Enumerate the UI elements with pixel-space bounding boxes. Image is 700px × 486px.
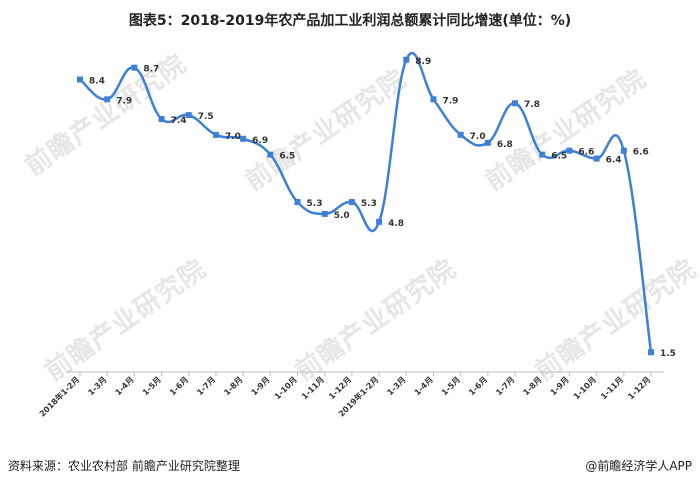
data-label: 8.9 (415, 57, 431, 67)
x-tick-label: 1-4月 (413, 375, 435, 397)
data-label: 7.5 (198, 112, 214, 122)
x-tick-label: 1-6月 (467, 375, 489, 397)
x-tick-label: 1-6月 (168, 375, 190, 397)
data-label: 8.4 (89, 77, 105, 87)
data-label: 4.8 (388, 219, 404, 229)
x-tick-label: 1-9月 (250, 375, 272, 397)
data-label: 7.9 (442, 96, 458, 106)
x-tick-label: 1-5月 (141, 375, 163, 397)
data-point (294, 199, 301, 206)
data-label: 1.5 (660, 349, 676, 359)
chart-title: 图表5：2018-2019年农产品加工业利润总额累计同比增速(单位：%) (128, 13, 572, 29)
x-tick-label: 1-10月 (273, 375, 299, 401)
data-point (403, 56, 410, 63)
data-label: 5.3 (361, 199, 377, 209)
data-label: 7.0 (470, 132, 486, 142)
data-point (77, 76, 83, 83)
x-tick-label: 1-12月 (626, 375, 652, 401)
data-label: 6.5 (551, 152, 567, 162)
data-label: 6.9 (252, 136, 268, 146)
data-point (348, 199, 355, 206)
data-label: 6.5 (279, 152, 295, 162)
data-point (566, 147, 573, 154)
data-label: 5.3 (307, 199, 323, 209)
x-tick-label: 2018年1-2月 (37, 374, 81, 418)
data-label: 8.7 (143, 65, 159, 75)
x-tick-label: 1-3月 (86, 375, 108, 397)
x-tick-label: 1-7月 (195, 375, 217, 397)
data-point (512, 100, 519, 107)
data-point (104, 96, 111, 103)
data-point (620, 147, 627, 154)
data-label: 6.8 (497, 140, 513, 150)
source-note: 资料来源：农业农村部 前瞻产业研究院整理 (8, 459, 240, 473)
data-point (321, 210, 328, 217)
data-label: 5.0 (334, 211, 350, 221)
data-point (131, 64, 138, 71)
data-label: 7.0 (225, 132, 241, 142)
data-point (267, 151, 274, 158)
data-point (593, 155, 600, 162)
data-point (648, 349, 654, 356)
data-label: 7.4 (171, 116, 187, 126)
x-tick-label: 1-5月 (440, 375, 462, 397)
x-tick-label: 1-7月 (494, 375, 516, 397)
x-tick-label: 1-4月 (114, 375, 136, 397)
x-tick-label: 1-8月 (222, 375, 244, 397)
x-tick-label: 1-11月 (300, 375, 326, 401)
brand-credit: @前瞻经济学人APP (585, 459, 692, 473)
data-point (158, 116, 165, 123)
data-label: 6.4 (606, 156, 622, 166)
data-point (484, 139, 491, 146)
x-tick-label: 1-12月 (327, 375, 353, 401)
data-point (185, 112, 192, 119)
data-point (376, 218, 383, 225)
data-point (539, 151, 546, 158)
data-point (240, 135, 247, 142)
data-label: 6.6 (633, 148, 649, 158)
data-label: 7.8 (524, 100, 540, 110)
data-point (212, 131, 219, 138)
x-tick-label: 1-3月 (385, 375, 407, 397)
data-point (430, 96, 437, 103)
x-tick-label: 1-10月 (572, 375, 598, 401)
data-label: 7.9 (116, 96, 132, 106)
x-tick-label: 1-8月 (521, 375, 543, 397)
data-label: 6.6 (578, 148, 594, 158)
data-point (457, 131, 464, 138)
x-tick-label: 1-9月 (549, 375, 571, 397)
x-tick-label: 1-11月 (599, 375, 625, 401)
